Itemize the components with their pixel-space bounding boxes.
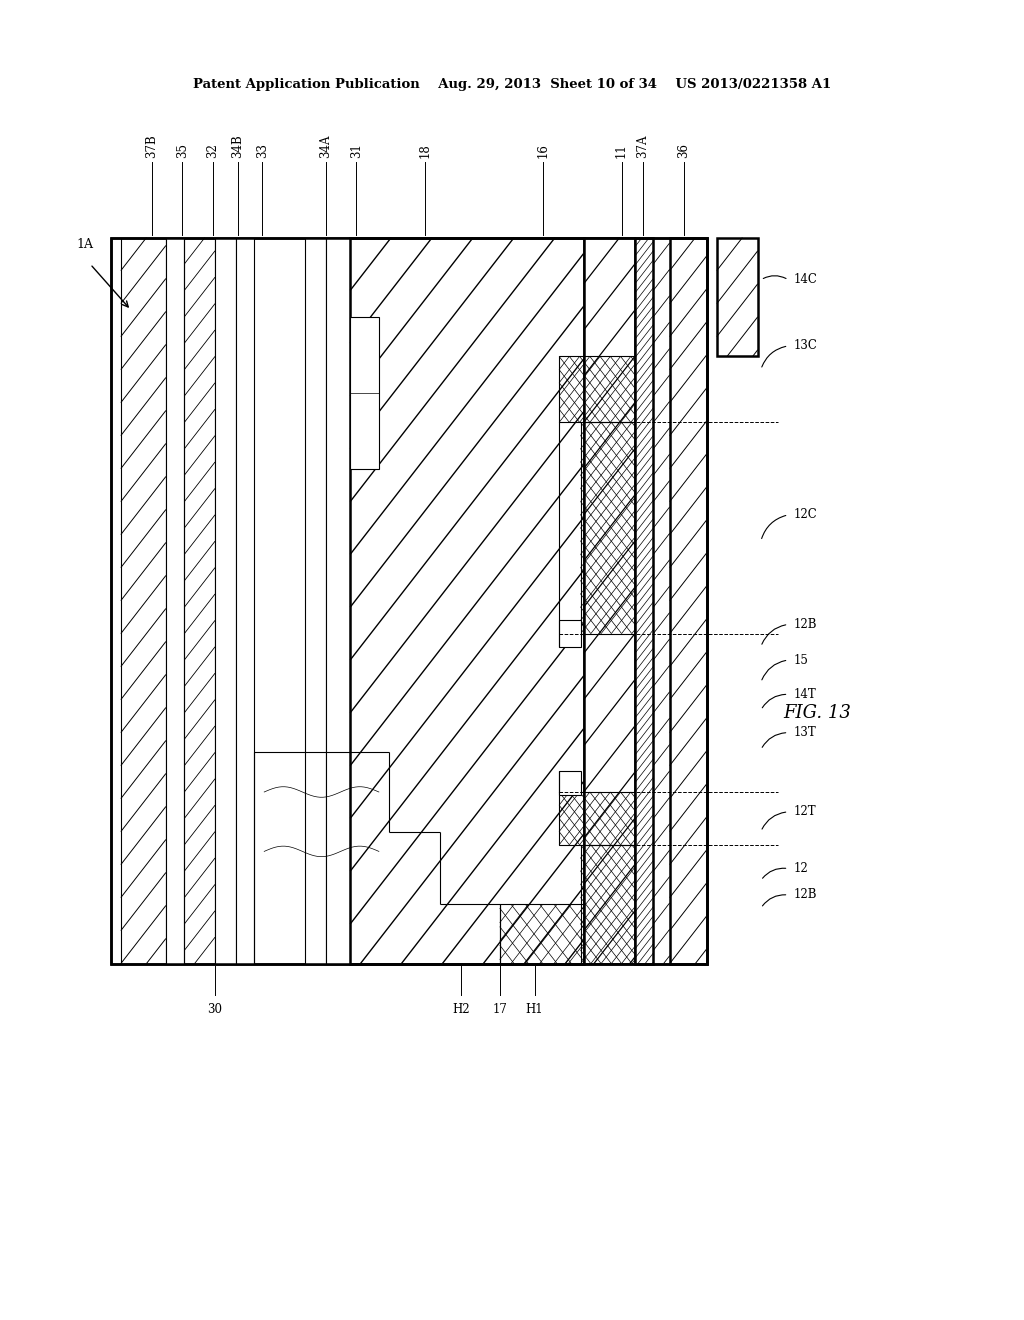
- Text: Patent Application Publication    Aug. 29, 2013  Sheet 10 of 34    US 2013/02213: Patent Application Publication Aug. 29, …: [193, 78, 831, 91]
- Bar: [111, 238, 707, 964]
- Text: 36: 36: [678, 144, 690, 158]
- Text: 18: 18: [419, 144, 431, 158]
- Bar: [500, 904, 584, 964]
- Bar: [581, 845, 635, 964]
- Text: 12B: 12B: [794, 618, 817, 631]
- Bar: [215, 238, 236, 964]
- Text: 12C: 12C: [794, 508, 817, 521]
- Bar: [236, 238, 254, 964]
- Text: 1A: 1A: [77, 238, 93, 251]
- Bar: [653, 238, 670, 964]
- Bar: [559, 792, 635, 845]
- Bar: [111, 238, 707, 964]
- Bar: [121, 238, 166, 964]
- Bar: [559, 771, 581, 795]
- Text: H1: H1: [525, 1003, 544, 1016]
- Bar: [305, 238, 326, 964]
- Text: 37B: 37B: [145, 135, 158, 158]
- Text: 13T: 13T: [794, 726, 816, 739]
- Text: 32: 32: [207, 144, 219, 158]
- Bar: [670, 238, 707, 964]
- Text: 30: 30: [208, 1003, 222, 1016]
- Bar: [584, 238, 635, 964]
- Text: H2: H2: [452, 1003, 470, 1016]
- Text: 11: 11: [615, 144, 628, 158]
- Bar: [350, 317, 379, 469]
- Text: 34B: 34B: [231, 135, 244, 158]
- Bar: [559, 620, 581, 647]
- Bar: [581, 422, 635, 634]
- Bar: [559, 356, 635, 422]
- Text: 35: 35: [176, 144, 188, 158]
- Text: 14C: 14C: [794, 273, 817, 286]
- Bar: [635, 238, 653, 964]
- Text: 34A: 34A: [319, 135, 332, 158]
- Bar: [326, 238, 350, 964]
- Text: 37A: 37A: [637, 135, 649, 158]
- Text: FIG. 13: FIG. 13: [783, 704, 851, 722]
- Text: 15: 15: [794, 653, 809, 667]
- Text: 14T: 14T: [794, 688, 816, 701]
- Bar: [184, 238, 215, 964]
- Text: 17: 17: [493, 1003, 507, 1016]
- Text: 33: 33: [256, 144, 268, 158]
- Text: 12T: 12T: [794, 805, 816, 818]
- Text: 31: 31: [350, 144, 362, 158]
- Bar: [166, 238, 184, 964]
- Text: 16: 16: [537, 144, 549, 158]
- Bar: [350, 238, 584, 964]
- Text: 13C: 13C: [794, 339, 817, 352]
- Text: 12: 12: [794, 862, 808, 875]
- Bar: [717, 238, 758, 356]
- Text: 12B: 12B: [794, 888, 817, 902]
